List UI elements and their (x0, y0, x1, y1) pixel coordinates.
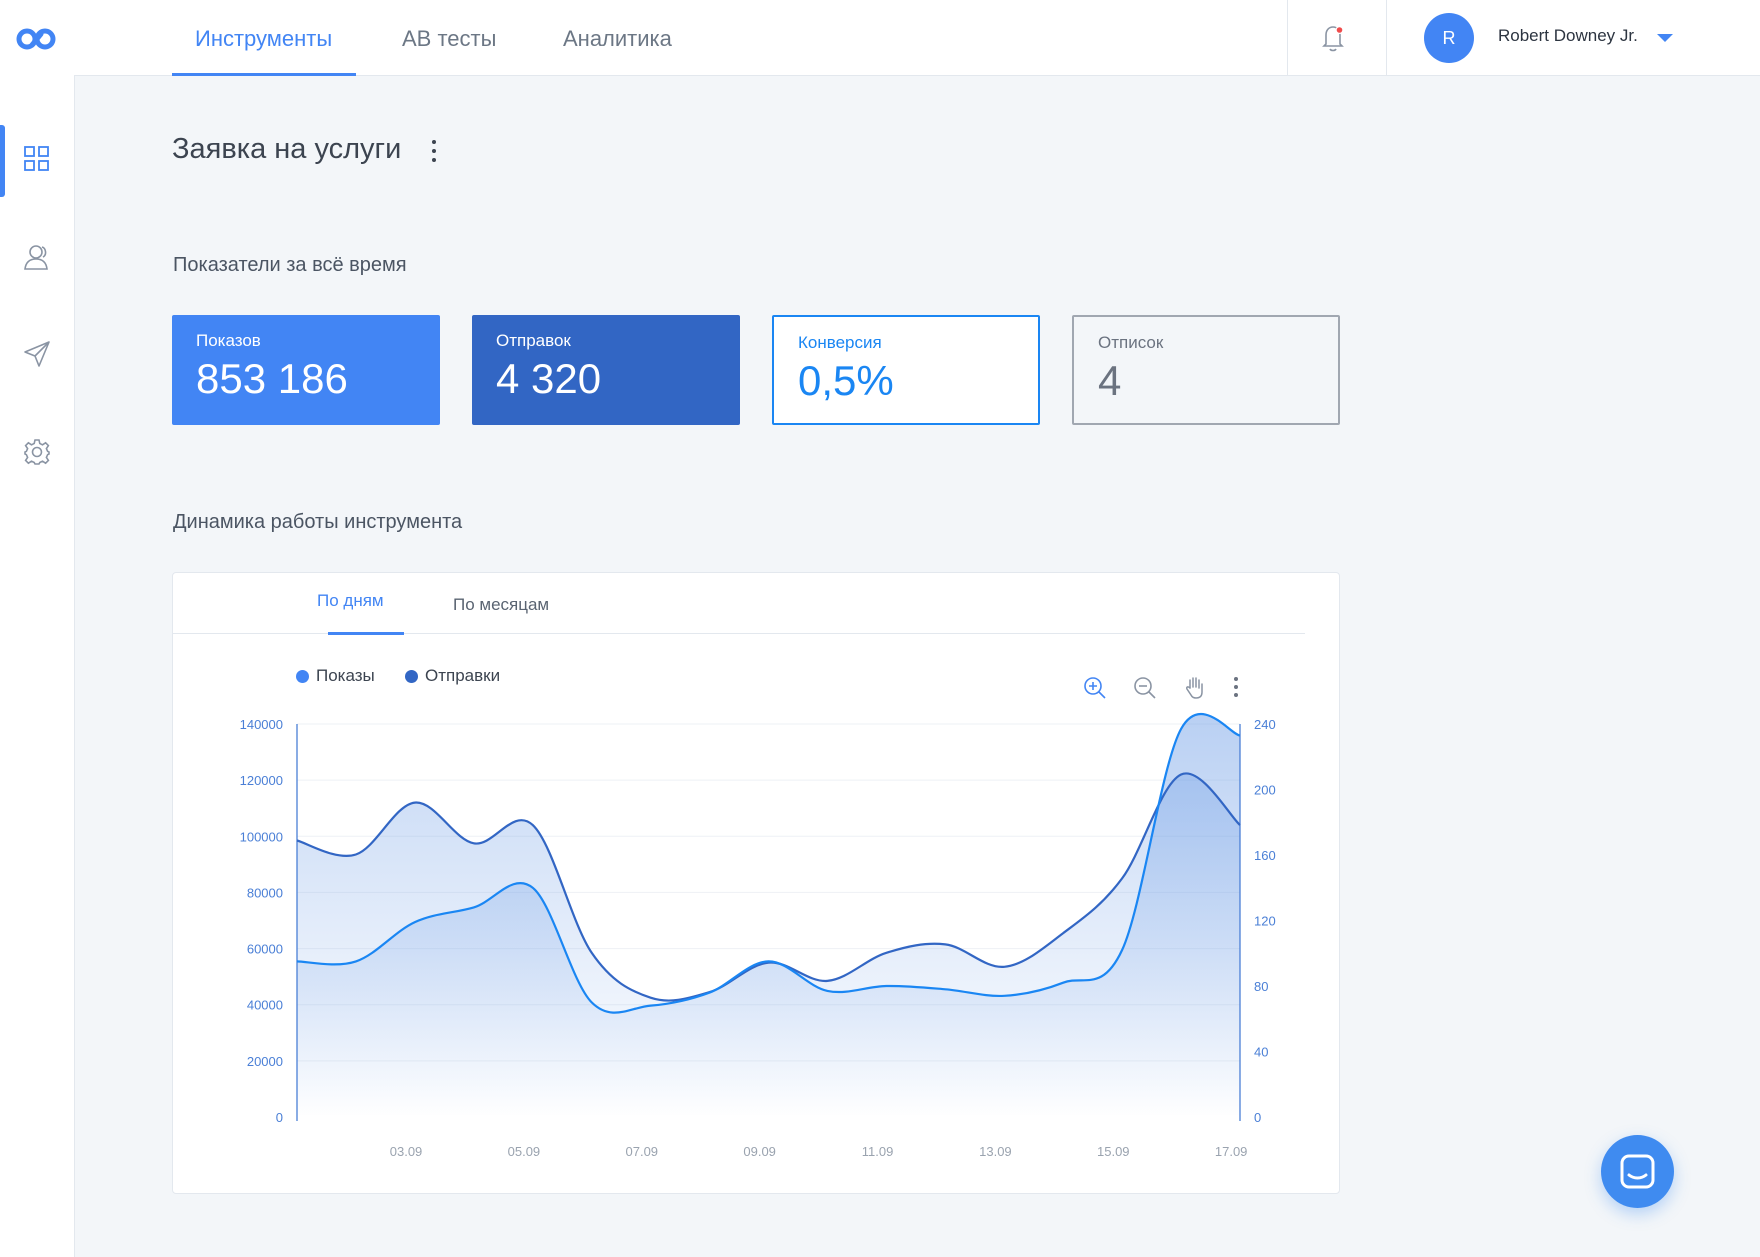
dynamics-section-title: Динамика работы инструмента (173, 511, 463, 533)
legend-item-submissions[interactable]: Отправки (405, 666, 500, 686)
active-tab-indicator (172, 73, 356, 76)
tab-analytics[interactable]: Аналитика (563, 26, 672, 51)
sidebar-item-users[interactable] (0, 223, 74, 295)
x-tick-label: 03.09 (390, 1144, 423, 1159)
chat-support-button[interactable] (1601, 1135, 1674, 1208)
legend-label: Отправки (425, 666, 501, 685)
y-right-tick-label: 0 (1254, 1110, 1261, 1125)
y-left-tick-label: 0 (276, 1110, 283, 1125)
dashboard-icon (24, 145, 50, 177)
x-tick-label: 13.09 (979, 1144, 1012, 1159)
stat-label: Отправок (496, 331, 571, 350)
tab-by-days[interactable]: По дням (317, 591, 384, 610)
logo-icon[interactable] (15, 26, 59, 57)
users-icon (23, 243, 51, 276)
tab-instruments[interactable]: Инструменты (195, 26, 333, 51)
series-line-submissions (296, 772, 1241, 1002)
y-right-tick-label: 160 (1254, 848, 1276, 863)
y-left-tick-label: 100000 (240, 829, 283, 844)
chart-plot: 0 20000 40000 60000 80000 100000 120000 140000 0… (240, 713, 1276, 1159)
y-left-tick-label: 20000 (247, 1054, 283, 1069)
stat-card-conversion: Конверсия 0,5% (772, 315, 1040, 425)
chevron-down-icon[interactable] (1657, 34, 1673, 42)
y-left-tick-label: 120000 (240, 773, 283, 788)
stat-label: Показов (196, 331, 261, 350)
stat-card-submissions: Отправок 4 320 (472, 315, 740, 425)
y-left-tick-label: 60000 (247, 942, 283, 957)
send-icon (23, 340, 51, 373)
more-options-icon[interactable] (428, 138, 440, 164)
user-name[interactable]: Robert Downey Jr. (1498, 26, 1638, 45)
avatar[interactable]: R (1424, 13, 1474, 63)
legend-dot (296, 669, 309, 683)
legend-dot (405, 669, 418, 683)
page-title: Заявка на услуги (172, 133, 402, 165)
series-area-impressions (297, 714, 1240, 1117)
x-tick-label: 17.09 (1215, 1144, 1248, 1159)
settings-icon (23, 438, 51, 471)
divider (1386, 0, 1387, 75)
y-right-tick-label: 120 (1254, 914, 1276, 929)
y-left-tick-label: 80000 (247, 885, 283, 900)
sidebar-item-send[interactable] (0, 320, 74, 392)
tab-by-months[interactable]: По месяцам (453, 595, 550, 614)
active-tab-indicator (328, 632, 404, 635)
chat-icon (1620, 1154, 1655, 1189)
tabs-divider (173, 633, 1305, 634)
notifications-bell-icon[interactable] (1315, 20, 1351, 56)
zoom-out-icon[interactable] (1130, 673, 1160, 703)
y-right-tick-label: 200 (1254, 783, 1276, 798)
x-tick-label: 11.09 (862, 1144, 894, 1159)
stat-label: Отписок (1098, 333, 1164, 352)
series-line-impressions (296, 713, 1241, 1014)
sidebar (0, 0, 75, 1257)
legend-label: Показы (316, 666, 375, 685)
stat-value: 853 186 (196, 355, 348, 402)
zoom-in-icon[interactable] (1080, 673, 1110, 703)
stat-value: 4 320 (496, 355, 602, 402)
divider (1287, 0, 1288, 75)
y-right-tick-label: 240 (1254, 717, 1276, 732)
stat-card-impressions: Показов 853 186 (172, 315, 440, 425)
pan-hand-icon[interactable] (1180, 673, 1210, 703)
stat-value: 4 (1098, 357, 1122, 404)
x-tick-label: 09.09 (743, 1144, 776, 1159)
stat-card-unsubscribes: Отписок 4 (1072, 315, 1340, 425)
chart-menu-icon[interactable] (1226, 673, 1246, 703)
sidebar-item-settings[interactable] (0, 418, 74, 490)
chart-card: По дням По месяцам Показы Отправки (172, 572, 1340, 1194)
x-tick-label: 15.09 (1097, 1144, 1130, 1159)
stats-section-title: Показатели за всё время (173, 254, 407, 276)
x-tick-label: 07.09 (626, 1144, 659, 1159)
x-tick-label: 05.09 (508, 1144, 541, 1159)
legend-item-impressions[interactable]: Показы (296, 666, 375, 686)
tab-ab-tests[interactable]: AB тесты (402, 26, 497, 51)
y-left-tick-label: 40000 (247, 998, 283, 1013)
y-right-tick-label: 80 (1254, 979, 1268, 994)
sidebar-item-dashboard[interactable] (0, 125, 74, 197)
y-right-tick-label: 40 (1254, 1045, 1268, 1060)
stat-label: Конверсия (798, 333, 882, 352)
stat-value: 0,5% (798, 357, 894, 404)
top-navigation: Инструменты AB тесты Аналитика R Robert … (74, 0, 1760, 76)
y-left-tick-label: 140000 (240, 717, 283, 732)
